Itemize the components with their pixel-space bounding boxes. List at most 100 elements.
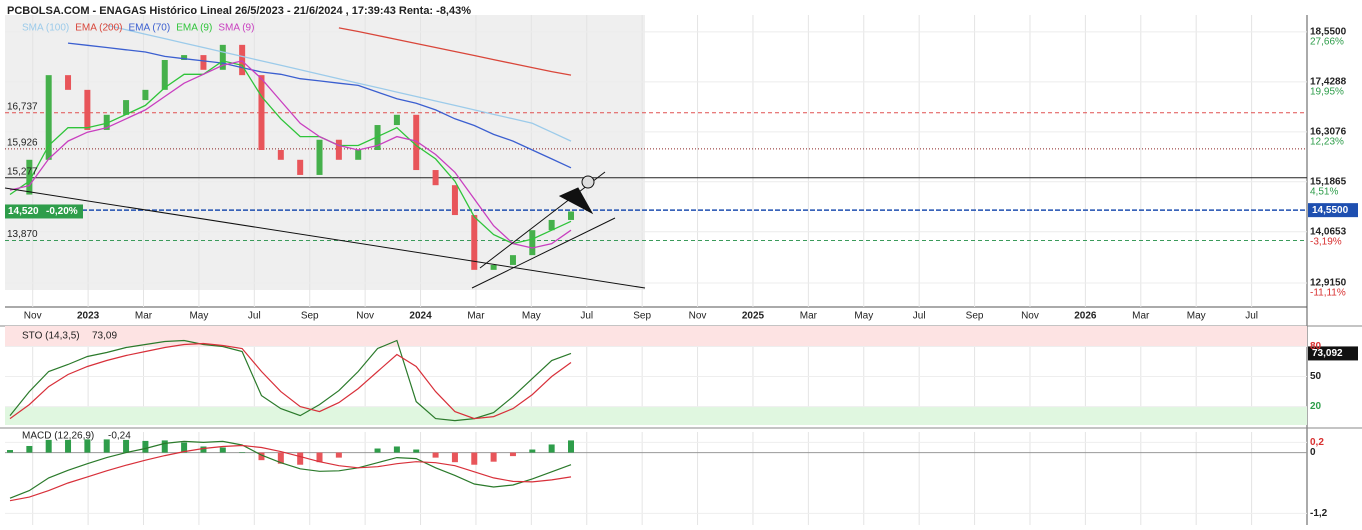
y-tick-label: -1,2 xyxy=(1310,508,1328,519)
x-tick-label: Nov xyxy=(1021,311,1039,322)
x-tick-label: Nov xyxy=(24,311,42,322)
level-label: 15,277 xyxy=(7,166,38,177)
candle xyxy=(529,230,536,256)
indicator-line xyxy=(9,339,572,422)
legend-entry: EMA (9) xyxy=(176,23,212,34)
panel-value: -0,24 xyxy=(108,431,131,442)
y-tick-return: 27,66% xyxy=(1310,37,1344,48)
shaded-range xyxy=(5,15,645,290)
legend-entry: EMA (70) xyxy=(129,23,171,34)
candle xyxy=(335,139,342,160)
histogram-bar xyxy=(45,439,52,453)
trendline xyxy=(479,171,606,269)
y-tick-return: 4,51% xyxy=(1310,186,1338,197)
indicator-line xyxy=(9,444,572,502)
last-value-box xyxy=(1308,346,1358,361)
histogram-bar xyxy=(413,449,420,453)
candle xyxy=(103,114,110,130)
candle xyxy=(316,139,323,175)
x-tick-label: Mar xyxy=(1132,311,1150,322)
y-tick-label: 80 xyxy=(1310,341,1322,352)
candle xyxy=(393,114,400,126)
histogram-bar xyxy=(316,452,323,463)
y-tick-label: 15,1865 xyxy=(1310,176,1347,187)
ma-line xyxy=(9,60,572,249)
candle xyxy=(219,44,226,70)
candle xyxy=(432,170,439,186)
x-tick-label: Nov xyxy=(689,311,707,322)
y-tick-label: 50 xyxy=(1310,371,1322,382)
x-tick-label: 2024 xyxy=(409,311,432,322)
overbought-band xyxy=(5,326,1307,347)
histogram-bar xyxy=(529,449,536,453)
histogram-bar xyxy=(258,452,265,461)
chart-title: PCBOLSA.COM - ENAGAS Histórico Lineal 26… xyxy=(7,5,471,17)
last-value-label: 73,092 xyxy=(1312,348,1343,359)
close-label-box xyxy=(5,204,83,219)
histogram-bar xyxy=(277,452,284,464)
candle xyxy=(297,159,304,175)
x-tick-label: Jul xyxy=(1245,311,1258,322)
close-change: -0,20% xyxy=(46,206,78,217)
y-tick-label: 12,9150 xyxy=(1310,278,1347,289)
y-tick-label: 0,2 xyxy=(1310,437,1324,448)
candle xyxy=(65,75,72,90)
candle xyxy=(142,89,149,101)
level-label: 13,870 xyxy=(7,229,38,240)
panel-title: STO (14,3,5) xyxy=(22,331,80,342)
histogram-bar xyxy=(374,448,381,453)
y-tick-label: 20 xyxy=(1310,401,1322,412)
x-tick-label: Sep xyxy=(301,311,319,322)
y-tick-label: 17,4288 xyxy=(1310,77,1347,88)
histogram-bar xyxy=(297,452,304,465)
trendlines xyxy=(4,171,646,289)
plot xyxy=(5,24,1358,502)
legend-entry: EMA (200) xyxy=(75,23,122,34)
candle xyxy=(548,219,555,231)
candle xyxy=(200,55,207,70)
x-tick-label: May xyxy=(1187,311,1206,322)
close-label: 14,520 xyxy=(8,206,39,217)
candle xyxy=(123,100,130,115)
histogram-bar xyxy=(568,440,574,453)
candle xyxy=(239,44,246,76)
histogram-bar xyxy=(239,452,246,453)
y-tick-return: -11,11% xyxy=(1310,288,1346,299)
trendline xyxy=(4,187,646,289)
histogram-bar xyxy=(471,452,478,465)
histogram-bar xyxy=(84,439,91,453)
x-tick-label: Jul xyxy=(248,311,261,322)
y-tick-return: 19,95% xyxy=(1310,87,1344,98)
candle xyxy=(26,159,33,195)
candle xyxy=(181,55,188,60)
ma-line xyxy=(67,42,572,169)
histogram-bar xyxy=(432,452,439,458)
candle xyxy=(471,215,478,270)
indicator-line xyxy=(9,342,572,420)
oversold-band xyxy=(5,406,1307,425)
x-tick-label: 2026 xyxy=(1074,311,1097,322)
candle xyxy=(161,59,168,90)
y-tick-label: 18,5500 xyxy=(1310,27,1347,38)
y-tick-return: -3,19% xyxy=(1310,236,1342,247)
candle xyxy=(374,125,381,150)
candle xyxy=(451,185,458,216)
x-tick-label: Sep xyxy=(966,311,984,322)
x-tick-label: May xyxy=(189,311,208,322)
histogram-bar xyxy=(490,452,497,462)
marker xyxy=(581,175,595,189)
x-tick-label: May xyxy=(854,311,873,322)
ma-line xyxy=(9,60,572,245)
panel-title: MACD (12,26,9) xyxy=(22,431,94,442)
x-tick-label: 2023 xyxy=(77,311,100,322)
histogram-bar xyxy=(509,452,516,457)
last-value-box xyxy=(1308,203,1358,218)
x-tick-label: Jul xyxy=(580,311,593,322)
arrow xyxy=(558,187,594,215)
ma-line xyxy=(338,27,572,76)
histogram-bar xyxy=(393,446,400,453)
trendline xyxy=(471,217,616,289)
candle xyxy=(355,149,362,160)
candle xyxy=(277,149,284,160)
